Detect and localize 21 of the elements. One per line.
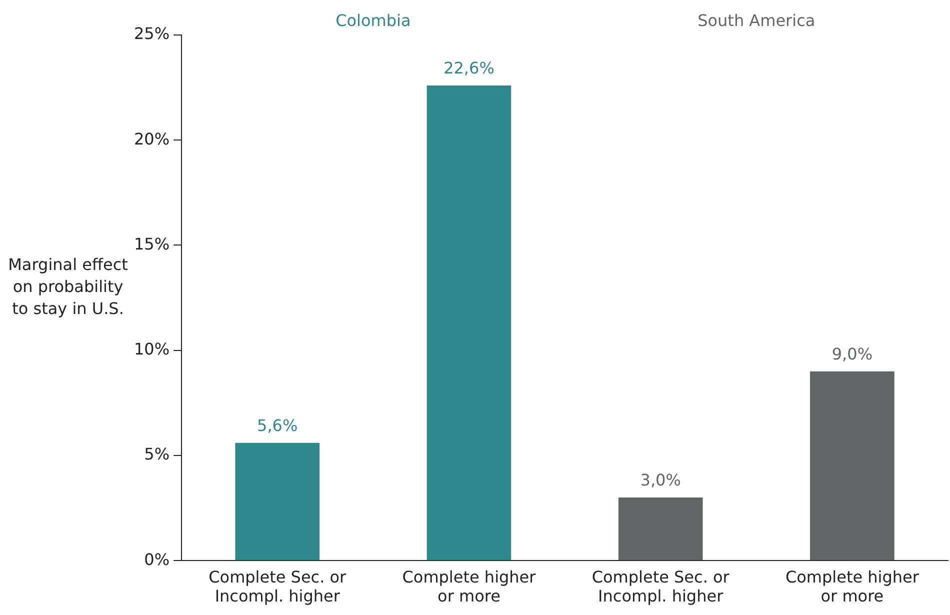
text: Colombia xyxy=(336,11,411,30)
y-tick-label: 0% xyxy=(144,550,170,569)
y-tick-label: 10% xyxy=(134,340,170,359)
bar xyxy=(618,498,703,560)
bar xyxy=(810,371,894,560)
data-label: 3,0% xyxy=(640,470,681,490)
x-tick-label: Complete higher or more xyxy=(402,567,536,606)
bar xyxy=(235,442,320,560)
x-tick-label: Complete higher or more xyxy=(785,567,920,606)
y-tick-label: 15% xyxy=(134,234,170,254)
x-tick-label: Complete Sec. or Incompl. higher xyxy=(208,567,347,606)
y-tick-label: 20% xyxy=(134,129,170,148)
y-axis-title: Marginal effect on probability to stay in U.S. xyxy=(8,254,128,318)
y-tick-label: 25% xyxy=(134,24,170,44)
x-tick-label: Complete Sec. or Incompl. higher xyxy=(592,567,730,606)
data-label: 5,6% xyxy=(257,416,298,436)
y-tick-label: 5% xyxy=(144,444,170,464)
bar xyxy=(426,85,512,560)
text: South America xyxy=(698,11,816,30)
data-label: 9,0% xyxy=(832,344,873,364)
data-label: 22,6% xyxy=(444,58,494,78)
